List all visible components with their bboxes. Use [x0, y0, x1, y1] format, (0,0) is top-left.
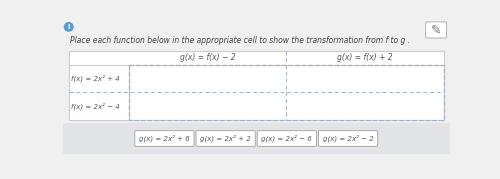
Text: f(x) = 2x² + 4: f(x) = 2x² + 4 — [71, 75, 120, 82]
Text: i: i — [68, 24, 70, 30]
Text: g(x) = 2x² − 2: g(x) = 2x² − 2 — [322, 135, 374, 142]
Text: g(x) = 2x² − 6: g(x) = 2x² − 6 — [262, 135, 312, 142]
Text: f(x) = 2x² − 4: f(x) = 2x² − 4 — [71, 102, 120, 110]
Circle shape — [64, 23, 73, 31]
Text: g(x) = f(x) − 2: g(x) = f(x) − 2 — [180, 53, 236, 62]
FancyBboxPatch shape — [135, 131, 194, 146]
FancyBboxPatch shape — [318, 131, 378, 146]
Text: ✎: ✎ — [431, 23, 442, 37]
Text: g(x) = 2x² + 2: g(x) = 2x² + 2 — [200, 135, 251, 142]
Text: Place each function below in the appropriate cell to show the transformation fro: Place each function below in the appropr… — [70, 36, 410, 45]
Text: g(x) = f(x) + 2: g(x) = f(x) + 2 — [338, 53, 393, 62]
FancyBboxPatch shape — [258, 131, 316, 146]
FancyBboxPatch shape — [426, 22, 446, 38]
Bar — [129, 65, 444, 120]
Bar — [62, 123, 450, 154]
FancyBboxPatch shape — [196, 131, 255, 146]
Bar — [68, 51, 444, 120]
Text: g(x) = 2x² + 6: g(x) = 2x² + 6 — [139, 135, 190, 142]
